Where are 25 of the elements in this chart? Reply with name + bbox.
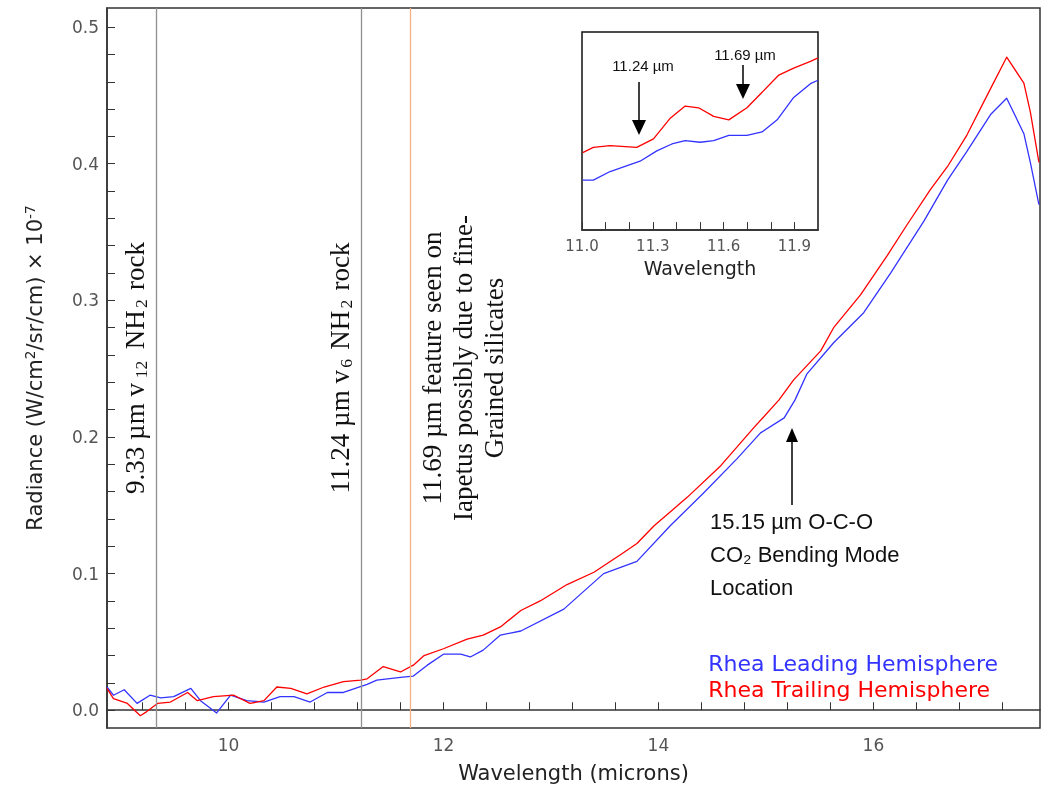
- x-tick-label: 14: [647, 734, 670, 755]
- y-tick-label: 0.2: [71, 426, 99, 447]
- annotation: 15.15 µm O-C-O CO₂ Bending Mode Location: [710, 509, 900, 600]
- y-tick-label: 0.4: [71, 153, 99, 174]
- y-axis-title: Radiance (W/cm2/sr/cm) × 10-7: [21, 205, 47, 531]
- x-tick-label: 12: [432, 734, 455, 755]
- x-tick-label: 11.0: [565, 236, 599, 255]
- y-tick-label: 0.1: [71, 563, 99, 584]
- y-tick-label: 0.3: [71, 290, 99, 311]
- text: Rhea Trailing Hemisphere: [708, 676, 991, 702]
- annotation: 11.69 µm: [714, 45, 776, 63]
- ref-line-label: 11.69 µm feature seen on Iapetus possibly due to fine- Grained silicates: [416, 215, 509, 521]
- x-tick-label: 11.3: [636, 236, 670, 255]
- x-tick-label: 11.6: [706, 236, 741, 255]
- text: Rhea Leading Hemisphere: [708, 650, 999, 676]
- x-axis-title: Wavelength: [643, 256, 757, 279]
- annotation: 11.24 µm: [612, 56, 674, 74]
- y-tick-label: 0.0: [71, 700, 99, 721]
- x-tick-label: 11.9: [777, 236, 812, 255]
- ref-line-label: 9.33 µm v12 NH2 rock: [119, 241, 152, 494]
- y-tick-label: 0.5: [71, 17, 99, 38]
- x-tick-label: 10: [217, 734, 240, 755]
- ref-line-label: 11.24 µm v6 NH2 rock: [325, 242, 357, 494]
- x-tick-label: 16: [862, 734, 885, 755]
- x-axis-title: Wavelength (microns): [458, 760, 689, 785]
